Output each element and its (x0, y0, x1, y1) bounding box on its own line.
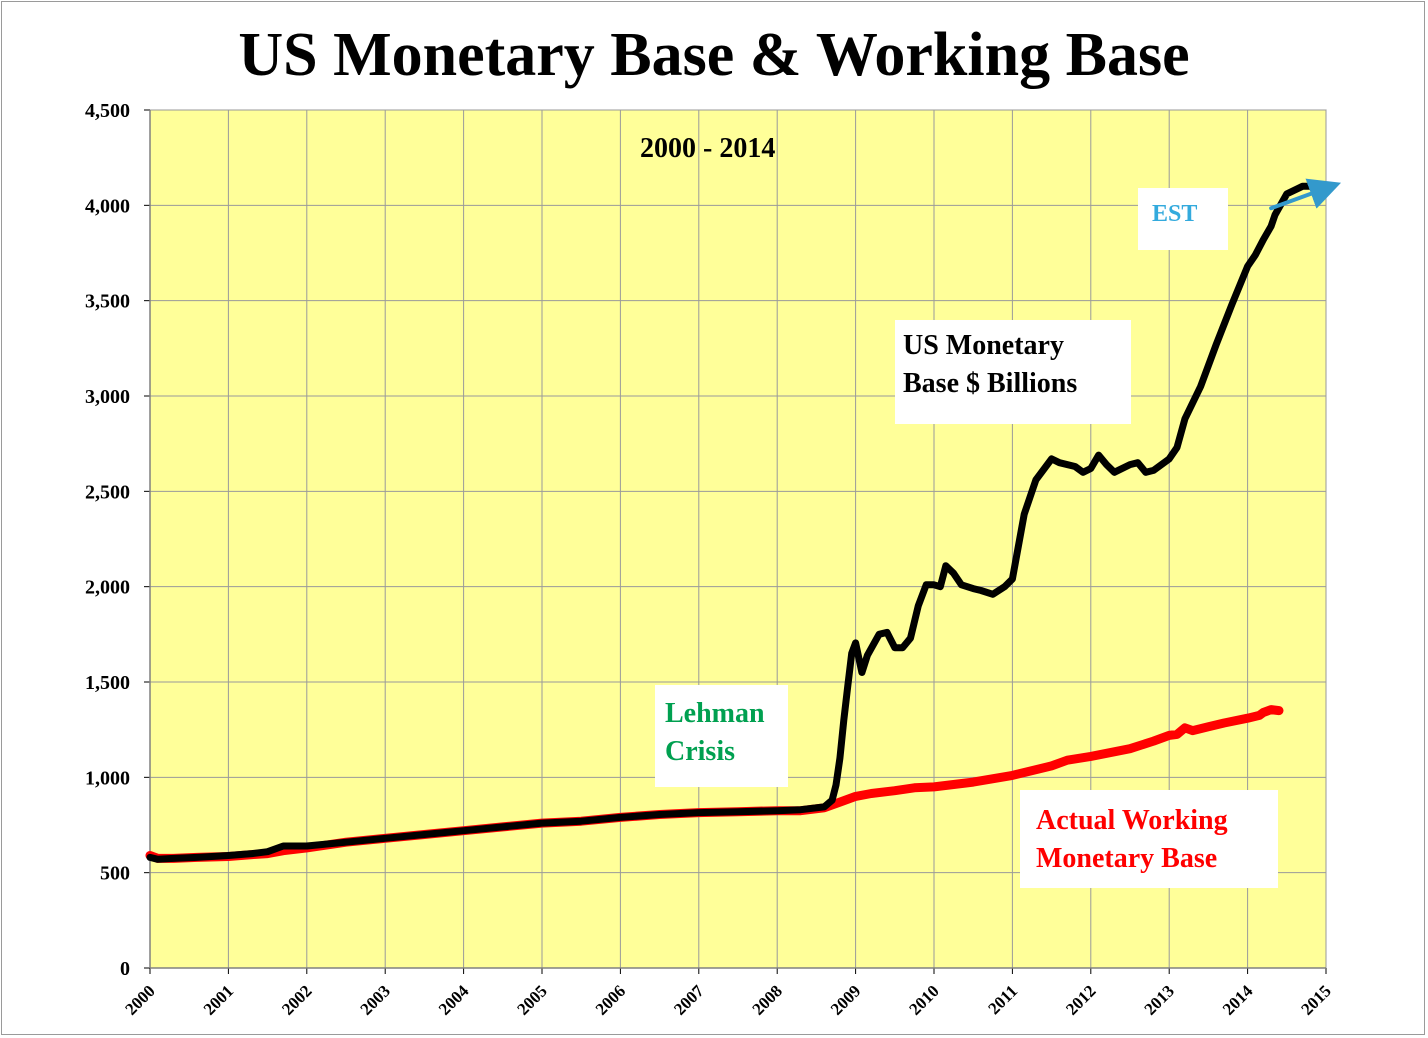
x-tick-label: 2003 (357, 981, 394, 1018)
x-axis-ticks: 2000 2001 2002 2003 2004 2005 2006 2007 2008 2009… (121, 967, 1335, 1019)
x-tick-label: 2010 (905, 981, 942, 1018)
y-tick-label: 2,500 (85, 481, 130, 503)
y-axis-ticks: 0 500 1,000 1,500 2,000 2,500 3,000 3,500 4,000 4… (85, 100, 151, 980)
x-tick-label: 2009 (827, 981, 864, 1018)
y-tick-label: 3,000 (85, 386, 130, 408)
x-tick-label: 2011 (984, 981, 1021, 1018)
y-tick-label: 0 (120, 958, 130, 980)
monetary-base-label-line2: Base $ Billions (903, 368, 1077, 399)
x-tick-label: 2005 (513, 981, 550, 1018)
lehman-label-line2: Crisis (665, 736, 735, 767)
y-tick-label: 1,500 (85, 672, 130, 694)
x-tick-label: 2006 (592, 981, 629, 1018)
x-tick-label: 2007 (670, 981, 708, 1019)
y-tick-label: 4,500 (85, 100, 130, 122)
x-tick-label: 2012 (1062, 981, 1099, 1018)
series-monetary-base-line (146, 182, 1330, 863)
working-base-label-line2: Monetary Base (1036, 843, 1217, 874)
series-layer (145, 178, 1342, 863)
lehman-label-box (655, 685, 788, 787)
x-tick-label: 2013 (1141, 981, 1178, 1018)
y-tick-label: 3,500 (85, 291, 130, 313)
x-tick-label: 2004 (435, 981, 473, 1019)
y-tick-label: 4,000 (85, 195, 130, 217)
x-tick-label: 2015 (1297, 981, 1334, 1018)
subtitle-label: 2000 - 2014 (640, 133, 775, 164)
chart-title: US Monetary Base & Working Base (238, 21, 1190, 89)
working-base-label-box (1020, 790, 1278, 888)
y-tick-label: 1,000 (85, 767, 130, 789)
lehman-label-line1: Lehman (665, 698, 765, 729)
x-tick-label: 2008 (749, 981, 786, 1018)
monetary-base-label-box (895, 320, 1131, 424)
monetary-base-label-line1: US Monetary (903, 330, 1064, 361)
working-base-label-line1: Actual Working (1036, 805, 1228, 836)
y-tick-label: 2,000 (85, 577, 130, 599)
est-label-box (1138, 188, 1228, 250)
est-label: EST (1152, 201, 1197, 227)
y-tick-label: 500 (100, 863, 130, 885)
x-tick-label: 2000 (121, 981, 158, 1018)
x-tick-label: 2014 (1219, 981, 1257, 1019)
series-est-arrow (1269, 178, 1342, 211)
x-tick-label: 2002 (278, 981, 315, 1018)
x-tick-label: 2001 (200, 981, 237, 1018)
